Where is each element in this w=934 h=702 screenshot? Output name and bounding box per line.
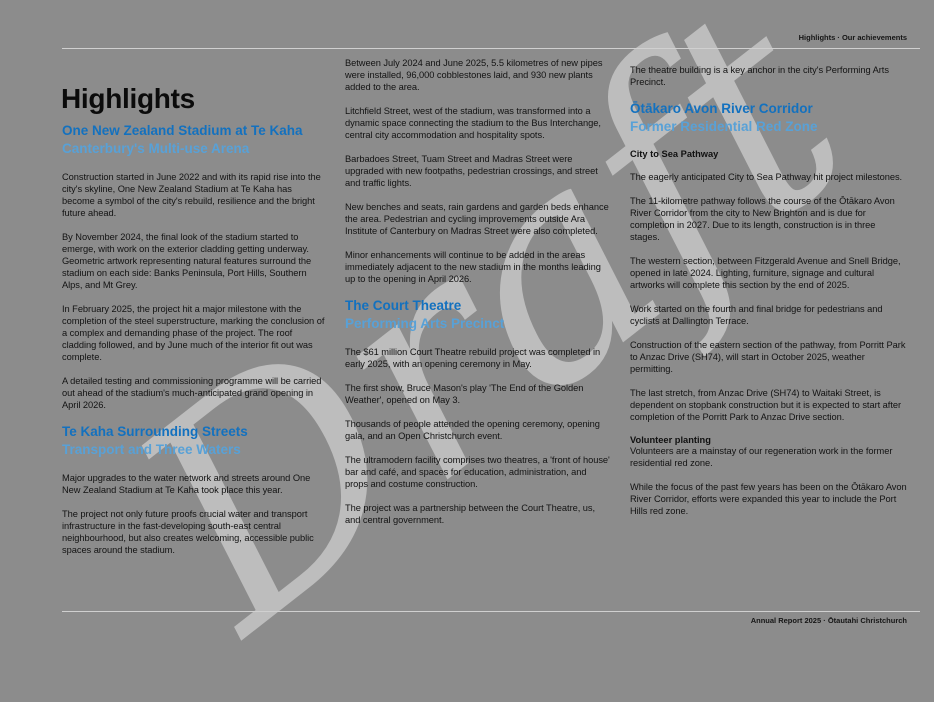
- subsection-heading-volunteer-planting: Volunteer planting: [630, 435, 711, 445]
- paragraph: The ultramodern facility comprises two t…: [345, 455, 610, 489]
- page-footer-label: Annual Report 2025 · Ōtautahi Christchur…: [750, 616, 907, 625]
- section-title: One New Zealand Stadium at Te Kaha: [62, 123, 303, 138]
- paragraph: A detailed testing and commissioning pro…: [62, 376, 322, 410]
- section-heading-court-theatre: The Court Theatre Performing Arts Precin…: [345, 297, 612, 333]
- column-right: The theatre building is a key anchor in …: [630, 64, 907, 529]
- paragraph: Work started on the fourth and final bri…: [630, 304, 883, 326]
- paragraph: The project not only future proofs cruci…: [62, 509, 314, 555]
- paragraph: The western section, between Fitzgerald …: [630, 256, 901, 290]
- header-rule: [62, 48, 920, 49]
- section-title: The Court Theatre: [345, 298, 462, 313]
- footer-rule: [62, 611, 920, 612]
- section-subtitle: Performing Arts Precinct: [345, 316, 505, 331]
- section-title: Ōtākaro Avon River Corridor: [630, 101, 813, 116]
- section-subtitle: Canterbury's Multi-use Arena: [62, 141, 250, 156]
- paragraph: While the focus of the past few years ha…: [630, 482, 907, 516]
- page-title: Highlights: [61, 82, 195, 114]
- subsection-heading-city-to-sea: City to Sea Pathway: [630, 149, 719, 159]
- paragraph: Thousands of people attended the opening…: [345, 419, 600, 441]
- paragraph: The 11-kilometre pathway follows the cou…: [630, 196, 895, 242]
- section-title: Te Kaha Surrounding Streets: [62, 424, 248, 439]
- paragraph: Barbadoes Street, Tuam Street and Madras…: [345, 154, 598, 188]
- paragraph: The last stretch, from Anzac Drive (SH74…: [630, 388, 902, 422]
- paragraph: The $61 million Court Theatre rebuild pr…: [345, 347, 601, 369]
- section-subtitle: Transport and Three Waters: [62, 442, 241, 457]
- section-heading-otakaro: Ōtākaro Avon River Corridor Former Resid…: [630, 100, 907, 136]
- paragraph: New benches and seats, rain gardens and …: [345, 202, 609, 236]
- paragraph: Volunteers are a mainstay of our regener…: [630, 446, 893, 468]
- column-left: One New Zealand Stadium at Te Kaha Cante…: [62, 119, 325, 568]
- paragraph: Litchfield Street, west of the stadium, …: [345, 106, 601, 140]
- section-heading-streets: Te Kaha Surrounding Streets Transport an…: [62, 423, 325, 459]
- section-heading-stadium: One New Zealand Stadium at Te Kaha Cante…: [62, 122, 325, 158]
- paragraph: In February 2025, the project hit a majo…: [62, 304, 325, 362]
- paragraph: The first show, Bruce Mason's play 'The …: [345, 383, 584, 405]
- paragraph: Minor enhancements will continue to be a…: [345, 250, 601, 284]
- paragraph: Major upgrades to the water network and …: [62, 473, 311, 495]
- paragraph: Between July 2024 and June 2025, 5.5 kil…: [345, 58, 603, 92]
- paragraph: The theatre building is a key anchor in …: [630, 65, 889, 87]
- section-subtitle: Former Residential Red Zone: [630, 119, 818, 134]
- paragraph: Construction started in June 2022 and wi…: [62, 172, 321, 218]
- paragraph: By November 2024, the final look of the …: [62, 232, 312, 290]
- paragraph: The eagerly anticipated City to Sea Path…: [630, 172, 903, 182]
- column-middle: Between July 2024 and June 2025, 5.5 kil…: [345, 57, 612, 538]
- paragraph: The project was a partnership between th…: [345, 503, 596, 525]
- paragraph: Construction of the eastern section of t…: [630, 340, 906, 374]
- page-header-label: Highlights · Our achievements: [798, 33, 907, 42]
